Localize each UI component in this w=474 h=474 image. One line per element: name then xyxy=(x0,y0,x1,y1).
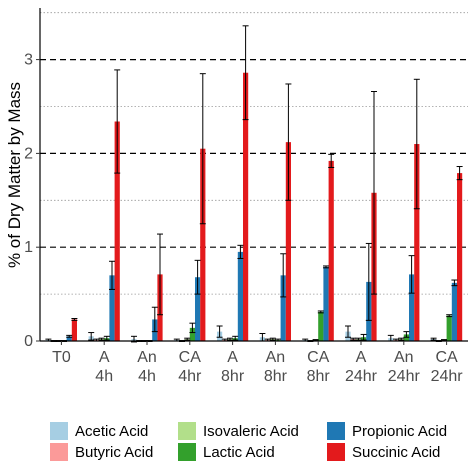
x-tick-label: 8hr xyxy=(264,368,288,385)
bar xyxy=(66,336,72,341)
axes xyxy=(39,8,468,342)
bar xyxy=(200,148,206,341)
bar xyxy=(280,275,286,341)
x-tick-label: 8hr xyxy=(221,368,245,385)
bar xyxy=(114,121,120,342)
legend-label: Succinic Acid xyxy=(352,444,440,461)
legend-item: Succinic Acid xyxy=(327,443,440,461)
x-tick-label: 8hr xyxy=(307,368,331,385)
bar xyxy=(318,311,324,341)
legend: Acetic Acid Butyric Acid Isovaleric Acid La… xyxy=(50,422,447,461)
legend-item: Propionic Acid xyxy=(327,422,447,440)
x-tick-label: 4h xyxy=(138,368,156,385)
x-tick-label: 24hr xyxy=(345,368,378,385)
legend-swatch xyxy=(178,443,196,461)
y-axis-title: % of Dry Matter by Mass xyxy=(5,82,24,268)
legend-label: Propionic Acid xyxy=(352,423,447,440)
bar xyxy=(109,275,115,341)
bar xyxy=(457,173,463,341)
legend-swatch xyxy=(50,422,68,440)
x-tick-label: 4hr xyxy=(178,368,202,385)
legend-swatch xyxy=(178,422,196,440)
x-tick-label: A xyxy=(227,349,238,366)
y-tick-label: 1 xyxy=(24,239,33,256)
x-tick-label: An xyxy=(266,349,286,366)
error-bars xyxy=(45,25,463,343)
y-tick-label: 3 xyxy=(24,52,33,69)
x-tick-label: 24hr xyxy=(388,368,421,385)
bar xyxy=(409,274,415,341)
x-tick-label: 4h xyxy=(95,368,113,385)
legend-label: Butyric Acid xyxy=(75,444,153,461)
bar xyxy=(451,282,457,341)
bar xyxy=(328,160,334,341)
legend-swatch xyxy=(327,422,345,440)
legend-item: Isovaleric Acid xyxy=(178,422,299,440)
legend-label: Lactic Acid xyxy=(203,444,275,461)
bar xyxy=(189,327,195,341)
x-tick-label: CA xyxy=(307,349,330,366)
bar xyxy=(243,72,249,342)
x-tick-label: An xyxy=(394,349,414,366)
x-tick-label: A xyxy=(99,349,110,366)
bar xyxy=(323,266,329,341)
legend-item: Acetic Acid xyxy=(50,422,148,440)
y-tick-label: 2 xyxy=(24,145,33,162)
x-tick-label: T0 xyxy=(52,349,71,366)
legend-label: Acetic Acid xyxy=(75,423,148,440)
bars xyxy=(45,72,463,342)
bar xyxy=(285,142,291,341)
bar xyxy=(446,315,452,341)
x-tick-label: CA xyxy=(179,349,202,366)
bar xyxy=(71,319,77,341)
bar xyxy=(237,251,243,341)
x-tick-label: 24hr xyxy=(431,368,464,385)
legend-item: Butyric Acid xyxy=(50,443,153,461)
bar xyxy=(195,277,201,341)
x-tick-label: A xyxy=(356,349,367,366)
x-tick-label: CA xyxy=(435,349,458,366)
bar xyxy=(414,144,420,341)
tick-labels: 0 1 2 3 T0 A 4h An 4h CA 4hr A 8hr An 8hr CA 8hr A 24hr An 2… xyxy=(24,52,463,385)
x-tick-label: An xyxy=(137,349,157,366)
grid-lines xyxy=(40,12,468,295)
y-tick-label: 0 xyxy=(24,333,33,350)
legend-swatch xyxy=(50,443,68,461)
legend-label: Isovaleric Acid xyxy=(203,423,299,440)
legend-swatch xyxy=(327,443,345,461)
legend-item: Lactic Acid xyxy=(178,443,275,461)
